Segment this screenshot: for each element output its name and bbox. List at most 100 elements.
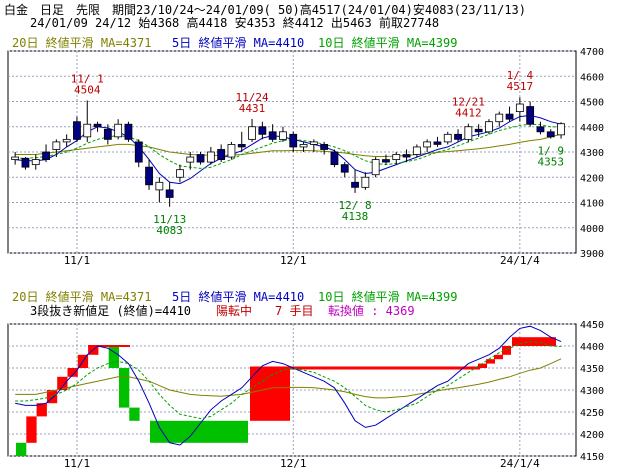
brick-up — [88, 346, 99, 355]
candle-body — [536, 126, 545, 133]
candle-body — [557, 123, 565, 136]
candle-body — [11, 156, 20, 160]
candle-body — [289, 133, 298, 148]
legend-kagi-state: 陽転中 — [216, 303, 252, 318]
top-y-tick-label: 3900 — [580, 249, 604, 260]
candle-body — [31, 159, 40, 166]
legend-ma10: 10日 終値平滑 MA=4399 — [318, 35, 457, 50]
brick-down — [150, 420, 248, 443]
brick-up — [250, 368, 290, 421]
annotation-value: 4083 — [156, 224, 183, 237]
legend-kagi-count: 7 手目 — [275, 304, 313, 318]
candle-body — [124, 123, 133, 140]
bottom-x-tick-label: 24/1/4 — [500, 457, 540, 470]
legend-kagi-turn: 転換値 : 4369 — [328, 303, 415, 318]
top-y-tick-label: 4200 — [580, 173, 604, 184]
annotation-date: 11/24 — [235, 91, 268, 104]
candle-body — [248, 126, 256, 140]
candle-body — [330, 151, 339, 166]
candle-body — [495, 113, 504, 123]
legend-bottom-ma5: 5日 終値平滑 MA=4410 — [172, 289, 304, 304]
candle-body — [279, 131, 287, 140]
bottom-y-tick-label: 4300 — [580, 386, 604, 397]
candle-body — [134, 141, 143, 163]
candle-body — [526, 106, 535, 125]
candle-body — [186, 156, 195, 163]
bottom-moving-averages — [15, 325, 562, 446]
candle-body — [443, 133, 452, 143]
bottom-y-tick-label: 4150 — [580, 452, 604, 463]
top-y-tick-label: 4300 — [580, 148, 604, 159]
top-line-ma20 — [15, 133, 562, 157]
header-line-2: 24/01/09 24/12 始4368 高4418 安4353 終4412 出… — [30, 15, 439, 30]
candle-body — [505, 113, 514, 120]
bottom-y-tick-label: 4400 — [580, 342, 604, 353]
annotation-value: 4431 — [239, 102, 266, 115]
bottom-y-tick-label: 4200 — [580, 430, 604, 441]
candle-body — [464, 126, 473, 140]
top-y-tick-label: 4400 — [580, 123, 604, 134]
header-line-1: 白金 日足 先限 期間23/10/24～24/01/09( 50)高4517(2… — [4, 2, 526, 17]
bottom-x-tick-label: 12/1 — [280, 457, 307, 470]
bottom-y-tick-label: 4350 — [580, 364, 604, 375]
annotation-value: 4517 — [507, 80, 534, 93]
candle-body — [237, 144, 246, 148]
candle-body — [62, 138, 71, 143]
top-x-tick-label: 24/1/4 — [500, 254, 540, 267]
new-price-bricks — [16, 337, 556, 456]
candle-body — [42, 151, 50, 160]
brick-up — [512, 337, 556, 346]
bottom-x-axis: 11/1 12/1 24/1/4 — [64, 457, 540, 470]
brick-up — [46, 390, 58, 404]
annotation-value: 4353 — [538, 156, 565, 169]
candle-body — [340, 164, 349, 173]
candle-body — [103, 128, 112, 140]
candle-body — [227, 144, 236, 158]
bottom-line-ma20 — [15, 358, 562, 399]
top-y-tick-label: 4600 — [580, 72, 604, 83]
top-x-tick-label: 11/1 — [64, 254, 91, 267]
legend-bottom-ma20: 20日 終値平滑 MA=4371 — [12, 289, 151, 304]
annotation-date: 1/ 9 — [538, 145, 565, 158]
candle-body — [258, 126, 267, 135]
bottom-line-ma5 — [15, 325, 562, 446]
candle-body — [155, 181, 164, 191]
brick-down — [129, 407, 140, 421]
candle-body — [485, 121, 493, 133]
annotation-date: 11/13 — [153, 213, 186, 226]
top-y-tick-label: 4700 — [580, 47, 604, 58]
bottom-line-ma10 — [15, 341, 562, 420]
candle-body — [83, 123, 92, 138]
candle-body — [412, 146, 421, 155]
candle-body — [392, 154, 401, 160]
bottom-y-tick-label: 4450 — [580, 320, 604, 331]
legend-kagi-prefix: 3段抜き新値足 (終値)=4410 — [30, 303, 191, 318]
candle-body — [93, 123, 102, 128]
annotation-value: 4138 — [342, 210, 369, 223]
brick-down — [108, 346, 119, 368]
legend-ma20: 20日 終値平滑 MA=4371 — [12, 35, 151, 50]
candle-body — [546, 131, 555, 138]
brick-up — [478, 363, 487, 368]
candle-body — [73, 121, 81, 140]
annotation-date: 11/ 1 — [71, 72, 104, 85]
candle-body — [371, 159, 380, 176]
candle-body — [351, 181, 359, 188]
bottom-y-tick-label: 4250 — [580, 408, 604, 419]
annotation-value: 4504 — [74, 83, 101, 96]
candle-body — [165, 189, 174, 198]
candle-body — [114, 123, 123, 138]
brick-up — [26, 416, 37, 443]
candle-body — [454, 133, 462, 140]
candle-body — [299, 144, 308, 148]
legend-bottom-ma10: 10日 終値平滑 MA=4399 — [318, 289, 457, 304]
annotation-date: 1/ 4 — [507, 69, 534, 82]
candle-body — [206, 151, 215, 163]
top-y-tick-label: 4100 — [580, 199, 604, 210]
brick-up — [502, 346, 511, 355]
brick-up — [494, 354, 503, 360]
brick-up — [36, 403, 47, 417]
candle-body — [176, 169, 184, 178]
